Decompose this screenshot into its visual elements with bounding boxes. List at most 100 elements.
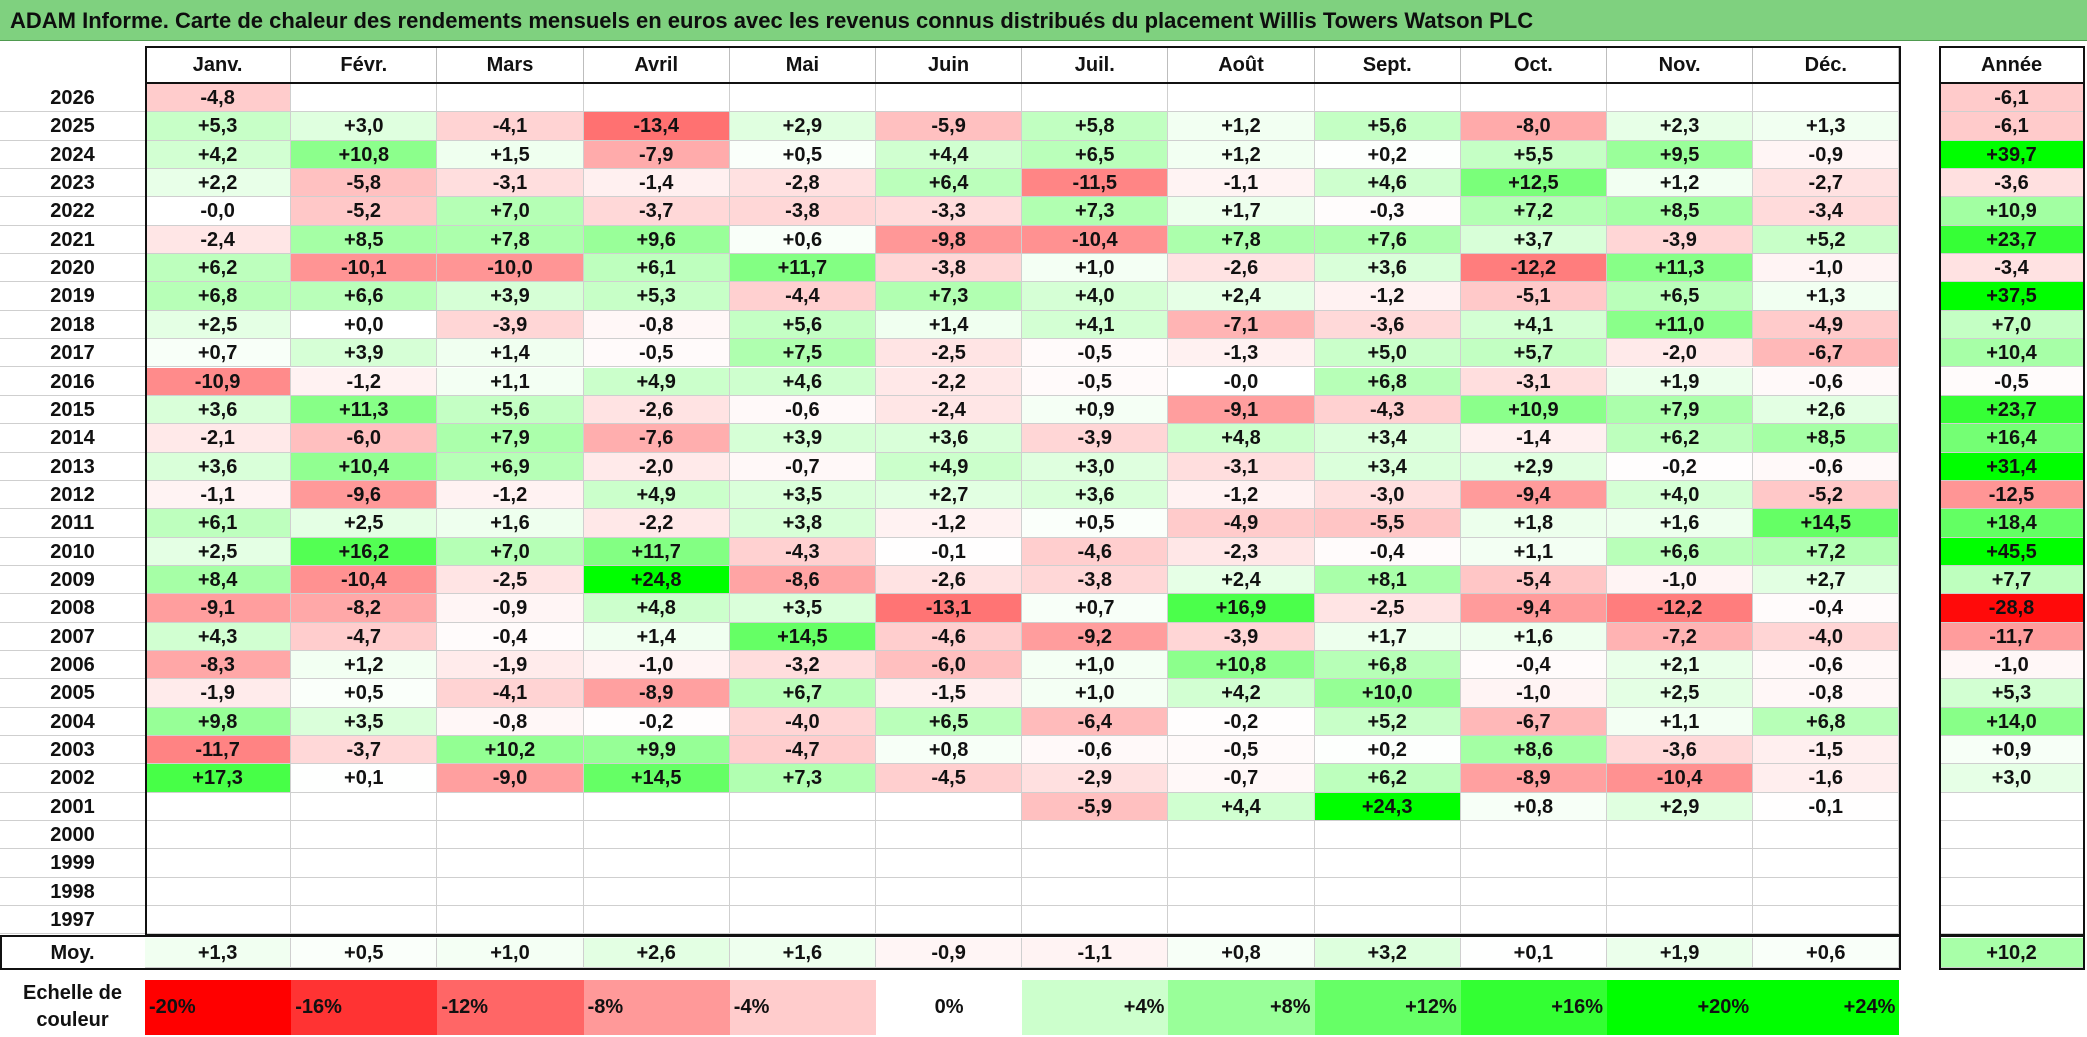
heatmap-cell: -0,5 bbox=[1022, 367, 1169, 396]
heatmap-cell bbox=[1753, 84, 1900, 113]
heatmap-cell: -0,1 bbox=[1753, 792, 1900, 822]
heatmap-cell bbox=[1168, 849, 1315, 878]
heatmap-cell: +2,4 bbox=[1168, 282, 1315, 311]
heatmap-cell: +5,0 bbox=[1314, 339, 1461, 368]
heatmap-cell: +10,8 bbox=[291, 140, 438, 170]
heatmap-cell: -1,9 bbox=[145, 679, 292, 708]
heatmap-cell: +6,9 bbox=[437, 452, 584, 481]
heatmap-cell: -3,9 bbox=[1022, 424, 1169, 453]
heatmap-cell: -3,7 bbox=[291, 736, 438, 765]
heatmap-cell: +1,5 bbox=[437, 140, 584, 170]
legend-swatch: +24% bbox=[1753, 980, 1900, 1035]
heatmap-cell: -1,2 bbox=[1314, 282, 1461, 311]
row-year-label: 2020 bbox=[0, 254, 145, 283]
annual-return-cell: -6,1 bbox=[1939, 84, 2085, 113]
heatmap-cell: -2,7 bbox=[1753, 169, 1900, 198]
heatmap-cell: +3,5 bbox=[291, 707, 438, 737]
heatmap-cell: +0,2 bbox=[1314, 140, 1461, 170]
month-header: Oct. bbox=[1461, 48, 1607, 83]
heatmap-cell: +4,9 bbox=[583, 367, 730, 396]
heatmap-cell bbox=[1460, 84, 1607, 113]
heatmap-cell bbox=[583, 877, 730, 907]
heatmap-cell: +0,0 bbox=[291, 310, 438, 340]
heatmap-cell: +24,8 bbox=[583, 565, 730, 595]
month-header: Sept. bbox=[1315, 48, 1461, 83]
heatmap-cell: -8,6 bbox=[729, 565, 876, 595]
heatmap-cell: -2,6 bbox=[1168, 254, 1315, 283]
heatmap-cell: -7,2 bbox=[1607, 622, 1754, 651]
heatmap-cell: -4,6 bbox=[1022, 537, 1169, 566]
heatmap-cell: -1,3 bbox=[1168, 339, 1315, 368]
heatmap-cell: -2,6 bbox=[876, 565, 1023, 595]
heatmap-cell bbox=[1168, 906, 1315, 935]
heatmap-cell: -3,3 bbox=[876, 197, 1023, 226]
heatmap-cell: +8,6 bbox=[1460, 736, 1607, 765]
heatmap-cell: +9,5 bbox=[1607, 140, 1754, 170]
heatmap-cell: -1,2 bbox=[876, 509, 1023, 538]
heatmap-cell bbox=[145, 792, 292, 822]
heatmap-cell: +3,6 bbox=[876, 424, 1023, 453]
heatmap-cell: -10,4 bbox=[291, 565, 438, 595]
heatmap-cell: -9,2 bbox=[1022, 622, 1169, 651]
heatmap-cell: -2,0 bbox=[583, 452, 730, 481]
heatmap-cell bbox=[583, 906, 730, 935]
heatmap-cell: -12,2 bbox=[1460, 254, 1607, 283]
heatmap-cell: +4,8 bbox=[1168, 424, 1315, 453]
heatmap-cell bbox=[437, 849, 584, 878]
heatmap-cell: +2,9 bbox=[729, 112, 876, 141]
heatmap-cell: +1,2 bbox=[1607, 169, 1754, 198]
heatmap-cell bbox=[437, 877, 584, 907]
heatmap-cell: -0,3 bbox=[1314, 197, 1461, 226]
heatmap-cell bbox=[729, 877, 876, 907]
heatmap-cell bbox=[729, 792, 876, 822]
heatmap-cell bbox=[729, 821, 876, 850]
heatmap-cell: +6,2 bbox=[1314, 764, 1461, 793]
heatmap-cell: +3,6 bbox=[1314, 254, 1461, 283]
heatmap-cell bbox=[1022, 877, 1169, 907]
heatmap-cell bbox=[291, 792, 438, 822]
heatmap-cell: +3,0 bbox=[291, 112, 438, 141]
annual-return-cell: +45,5 bbox=[1939, 537, 2085, 566]
row-year-label: 2017 bbox=[0, 339, 145, 368]
heatmap-cell: -9,8 bbox=[876, 225, 1023, 255]
heatmap-cell: +6,6 bbox=[1607, 537, 1754, 566]
heatmap-cell: +1,4 bbox=[876, 310, 1023, 340]
annual-return-cell: +14,0 bbox=[1939, 707, 2085, 737]
month-header: Avril bbox=[584, 48, 730, 83]
heatmap-cell bbox=[291, 849, 438, 878]
heatmap-cell: +0,5 bbox=[291, 679, 438, 708]
annual-return-cell bbox=[1939, 877, 2085, 907]
heatmap-cell bbox=[1460, 849, 1607, 878]
heatmap-cell: -2,3 bbox=[1168, 537, 1315, 566]
heatmap-cell: -9,6 bbox=[291, 480, 438, 510]
heatmap-cell bbox=[876, 84, 1023, 113]
heatmap-cell: +1,4 bbox=[437, 339, 584, 368]
heatmap-cell bbox=[1753, 849, 1900, 878]
heatmap-cell: +6,8 bbox=[145, 282, 292, 311]
heatmap-cell: +4,4 bbox=[876, 140, 1023, 170]
month-header: Févr. bbox=[291, 48, 438, 83]
heatmap-cell: -0,2 bbox=[583, 707, 730, 737]
heatmap-cell: +7,5 bbox=[729, 339, 876, 368]
heatmap-cell bbox=[876, 821, 1023, 850]
heatmap-cell: -1,6 bbox=[1753, 764, 1900, 793]
heatmap-cell: -6,4 bbox=[1022, 707, 1169, 737]
annual-return-cell bbox=[1939, 821, 2085, 850]
heatmap-cell bbox=[1022, 821, 1169, 850]
heatmap-cell: -10,1 bbox=[291, 254, 438, 283]
heatmap-cell: +10,9 bbox=[1460, 395, 1607, 425]
month-header: Nov. bbox=[1607, 48, 1754, 83]
heatmap-cell bbox=[1753, 821, 1900, 850]
heatmap-cell bbox=[583, 849, 730, 878]
heatmap-cell bbox=[1460, 877, 1607, 907]
row-year-label: 2009 bbox=[0, 566, 145, 595]
heatmap-cell: +14,5 bbox=[729, 622, 876, 651]
heatmap-cell: +1,8 bbox=[1460, 509, 1607, 538]
heatmap-cell: -4,1 bbox=[437, 112, 584, 141]
heatmap-cell: -4,6 bbox=[876, 622, 1023, 651]
annual-return-cell bbox=[1939, 906, 2085, 935]
annual-return-cell: -1,0 bbox=[1939, 651, 2085, 680]
heatmap-cell: -5,1 bbox=[1460, 282, 1607, 311]
heatmap-cell bbox=[1314, 849, 1461, 878]
heatmap-cell bbox=[1314, 906, 1461, 935]
